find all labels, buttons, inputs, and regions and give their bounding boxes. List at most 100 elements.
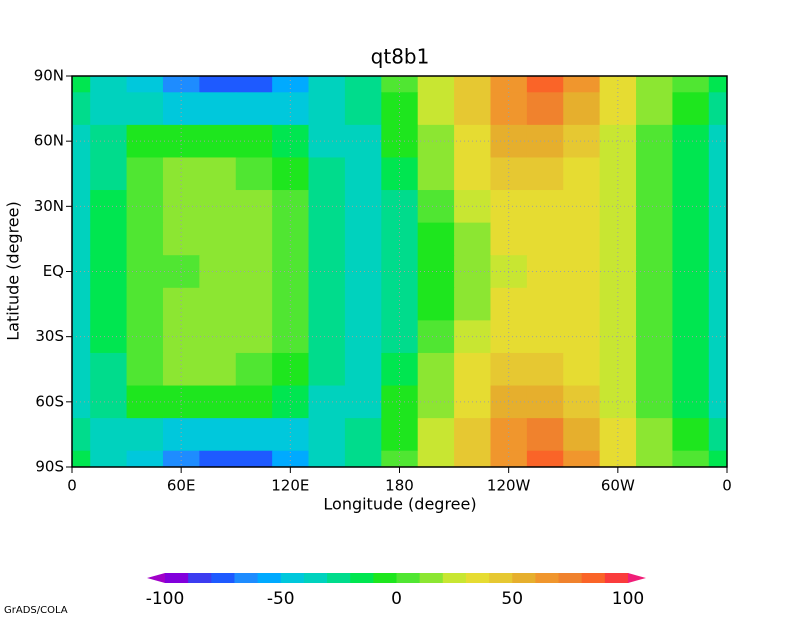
field-cell xyxy=(72,255,91,289)
field-cell xyxy=(308,320,346,354)
field-cell xyxy=(199,190,237,224)
field-cell xyxy=(235,76,273,93)
field-cell xyxy=(636,222,673,256)
y-tick-label: EQ xyxy=(43,262,64,280)
field-cell xyxy=(417,92,455,126)
field-cell xyxy=(417,157,455,191)
footnote: GrADS/COLA xyxy=(4,605,68,616)
field-cell xyxy=(72,76,91,93)
field-cell xyxy=(199,287,237,321)
field-cell xyxy=(563,450,601,468)
field-cell xyxy=(454,352,491,387)
field-cell xyxy=(417,352,455,387)
colorbar-swatch xyxy=(419,573,444,583)
field-cell xyxy=(308,124,346,158)
field-cell xyxy=(344,190,382,224)
field-cell xyxy=(235,255,273,289)
y-tick-label: 90N xyxy=(34,67,64,85)
field-cell xyxy=(672,287,710,321)
y-tick-label: 60N xyxy=(34,132,64,150)
field-cell xyxy=(381,450,419,468)
field-cell xyxy=(526,190,564,224)
field-cell xyxy=(126,157,164,191)
field-cell xyxy=(636,255,673,289)
field-cell xyxy=(344,157,382,191)
colorbar-swatch xyxy=(303,573,328,583)
field-cell xyxy=(272,352,310,387)
colorbar-swatch xyxy=(581,573,606,583)
field-cell xyxy=(672,190,710,224)
field-cell xyxy=(417,418,455,452)
field-cell xyxy=(417,76,455,93)
field-cell xyxy=(708,92,728,126)
field-cell xyxy=(126,352,164,387)
field-cell xyxy=(708,222,728,256)
field-cell xyxy=(454,76,491,93)
field-cell xyxy=(235,385,273,419)
field-cell xyxy=(72,320,91,354)
field-cell xyxy=(672,418,710,452)
field-cell xyxy=(636,385,673,419)
field-cell xyxy=(563,320,601,354)
field-cell xyxy=(235,320,273,354)
chart-title: qt8b1 xyxy=(371,45,430,69)
field-cell xyxy=(708,255,728,289)
field-cell xyxy=(708,418,728,452)
field-cell xyxy=(308,157,346,191)
colorbar-label: 50 xyxy=(501,589,523,609)
field-cell xyxy=(672,157,710,191)
field-cell xyxy=(563,222,601,256)
field-cell xyxy=(199,418,237,452)
field-cell xyxy=(708,385,728,419)
field-cell xyxy=(308,352,346,387)
colorbar-swatch xyxy=(512,573,536,583)
field-cell xyxy=(235,418,273,452)
field-cell xyxy=(344,450,382,468)
field-cell xyxy=(526,385,564,419)
field-cell xyxy=(272,418,310,452)
field-cell xyxy=(126,92,164,126)
field-cell xyxy=(162,450,200,468)
field-cell xyxy=(72,385,91,419)
field-cell xyxy=(126,76,164,93)
x-tick-label: 60W xyxy=(601,477,635,495)
field-cell xyxy=(199,222,237,256)
field-cell xyxy=(454,222,491,256)
x-tick-label: 0 xyxy=(67,477,77,495)
field-cell xyxy=(344,287,382,321)
field-cell xyxy=(308,222,346,256)
field-cell xyxy=(526,287,564,321)
field-cell xyxy=(454,418,491,452)
field-cell xyxy=(72,222,91,256)
field-cell xyxy=(90,450,128,468)
field-cell xyxy=(672,124,710,158)
field-cell xyxy=(90,352,128,387)
field-cell xyxy=(344,385,382,419)
field-cell xyxy=(381,222,419,256)
field-cell xyxy=(636,124,673,158)
y-tick-label: 30S xyxy=(35,327,64,345)
colorbar-swatch xyxy=(396,573,421,583)
field-cell xyxy=(708,320,728,354)
colorbar-label: -50 xyxy=(267,589,295,609)
field-cell xyxy=(308,76,346,93)
field-cell xyxy=(490,157,528,191)
field-cell xyxy=(162,190,200,224)
field-cell xyxy=(199,352,237,387)
field-cell xyxy=(308,190,346,224)
field-cell xyxy=(344,255,382,289)
field-cell xyxy=(563,352,601,387)
field-cell xyxy=(199,385,237,419)
field-cell xyxy=(672,450,710,468)
field-cell xyxy=(526,255,564,289)
plot-frame xyxy=(71,75,728,468)
field-cell xyxy=(636,92,673,126)
y-tick-label: 30N xyxy=(34,197,64,215)
colorbar-label: -100 xyxy=(146,589,185,609)
field-cell xyxy=(636,157,673,191)
field-cell xyxy=(126,222,164,256)
field-cell xyxy=(199,450,237,468)
colorbar-swatch xyxy=(350,573,374,583)
field-cell xyxy=(599,190,637,224)
colorbar-swatch xyxy=(535,573,560,583)
